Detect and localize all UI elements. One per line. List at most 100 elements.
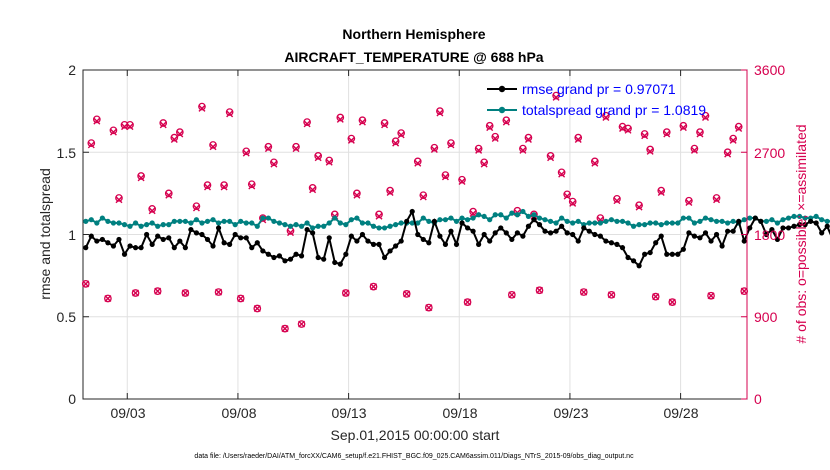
assimilated-obs-point [729, 136, 737, 144]
rmse-point [376, 241, 382, 247]
y-left-tick-label: 1 [68, 227, 76, 243]
assimilated-obs-point [679, 124, 687, 132]
possible-obs-point [712, 194, 721, 202]
rmse-point [182, 245, 188, 251]
assimilated-obs-point [397, 131, 405, 139]
rmse-point [354, 238, 360, 244]
assimilated-obs-point [419, 193, 427, 201]
assimilated-obs-point [624, 126, 632, 134]
x-tick-label: 09/03 [110, 405, 145, 421]
assimilated-obs-point [491, 135, 499, 143]
x-tick-label: 09/13 [331, 405, 366, 421]
spread-point [326, 220, 332, 226]
spread-point [702, 215, 709, 221]
rmse-point [642, 251, 648, 257]
rmse-point [520, 233, 526, 239]
assimilated-obs-point [657, 188, 665, 196]
assimilated-obs-mark [237, 294, 245, 302]
assimilated-obs-mark [652, 293, 660, 301]
assimilated-obs-mark [414, 159, 422, 167]
spread-point [121, 222, 128, 228]
spread-point [774, 220, 781, 226]
rmse-point [713, 231, 720, 238]
assimilated-obs-mark [558, 170, 566, 178]
spread-point [254, 223, 260, 229]
possible-obs-point [292, 142, 300, 151]
possible-obs-point [386, 186, 394, 195]
possible-obs-point [397, 129, 406, 137]
spread-point [332, 215, 338, 221]
spread-point [664, 220, 670, 226]
assimilated-obs-mark [93, 117, 101, 125]
rmse-point [719, 243, 725, 249]
rmse-point [94, 238, 100, 244]
rmse-point [824, 223, 830, 229]
assimilated-obs-mark [613, 197, 621, 205]
assimilated-obs-point [425, 304, 433, 312]
spread-point [586, 220, 592, 226]
line-series [83, 208, 830, 269]
assimilated-obs-mark [436, 109, 444, 117]
spread-point [370, 223, 377, 229]
possible-obs-point [170, 133, 179, 142]
spread-point [227, 218, 233, 224]
assimilated-obs-mark [713, 196, 721, 204]
spread-point [381, 225, 388, 231]
possible-obs-point [214, 288, 223, 296]
assimilated-obs-mark [641, 132, 649, 140]
spread-point [182, 218, 188, 224]
possible-obs-point [640, 130, 649, 138]
assimilated-obs-mark [519, 146, 527, 154]
assimilated-obs-point [469, 209, 477, 217]
spread-point [310, 225, 316, 231]
assimilated-obs-point [690, 146, 698, 154]
assimilated-obs-point [724, 150, 732, 158]
spread-point [547, 218, 554, 224]
spread-point [127, 223, 133, 229]
assimilated-obs-point [126, 123, 134, 131]
possible-obs-point [657, 186, 666, 195]
assimilated-obs-mark [314, 154, 322, 162]
assimilated-obs-point [414, 159, 422, 167]
assimilated-obs-point [441, 173, 449, 181]
assimilated-obs-mark [464, 298, 472, 306]
possible-obs-point [308, 184, 317, 192]
rmse-point [409, 208, 415, 215]
spread-point [132, 220, 139, 226]
assimilated-obs-mark [563, 192, 571, 200]
rmse-point [415, 231, 421, 238]
rmse-point [448, 228, 454, 234]
possible-obs-point [115, 194, 123, 202]
rmse-point [105, 240, 111, 246]
assimilated-obs-point [392, 139, 400, 147]
rmse-point [481, 231, 487, 238]
spread-point [625, 220, 631, 226]
assimilated-obs-mark [154, 287, 162, 295]
spread-point [249, 220, 255, 226]
spread-point [437, 217, 443, 223]
spread-point [166, 222, 172, 228]
possible-obs-point [153, 287, 162, 296]
possible-obs-point [192, 202, 201, 211]
rmse-point [819, 230, 825, 236]
rmse-point [138, 245, 144, 251]
rmse-point [780, 225, 786, 231]
possible-obs-point [391, 137, 400, 146]
assimilated-obs-point [436, 109, 444, 117]
spread-point [575, 218, 581, 224]
assimilated-obs-mark [198, 104, 206, 112]
possible-obs-point [485, 121, 494, 130]
assimilated-obs-point [176, 130, 184, 138]
legend-rmse-label: rmse grand pr = 0.97071 [522, 81, 676, 97]
assimilated-obs-mark [375, 212, 383, 220]
spread-point [647, 220, 653, 226]
rmse-point [287, 256, 294, 262]
possible-obs-point [109, 126, 118, 135]
spread-point [492, 212, 498, 218]
assimilated-obs-mark [469, 209, 477, 217]
possible-obs-point [602, 111, 610, 120]
rmse-point [514, 230, 520, 236]
rmse-point [559, 223, 565, 229]
rmse-point [758, 218, 764, 224]
spread-point [99, 215, 105, 221]
